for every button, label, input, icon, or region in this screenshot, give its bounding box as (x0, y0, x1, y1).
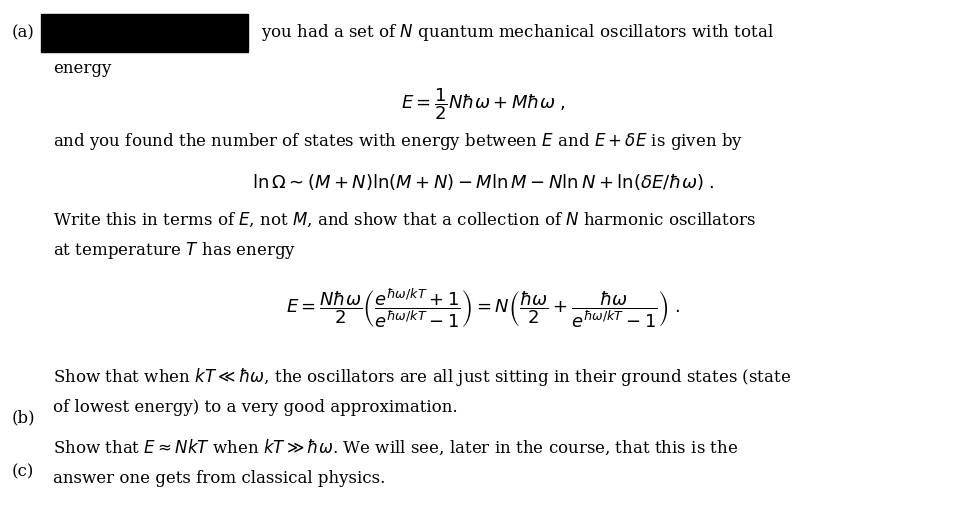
Text: answer one gets from classical physics.: answer one gets from classical physics. (53, 469, 385, 486)
Text: energy: energy (53, 60, 111, 77)
Text: $\ln\Omega \sim (M+N)\ln(M+N) - M\ln M - N\ln N + \ln(\delta E/\hbar\omega)\;.$: $\ln\Omega \sim (M+N)\ln(M+N) - M\ln M -… (252, 172, 714, 192)
Text: at temperature $T$ has energy: at temperature $T$ has energy (53, 239, 297, 261)
Text: of lowest energy) to a very good approximation.: of lowest energy) to a very good approxi… (53, 398, 458, 415)
Text: $E = \dfrac{1}{2}N\hbar\omega + M\hbar\omega\;,$: $E = \dfrac{1}{2}N\hbar\omega + M\hbar\o… (401, 86, 565, 121)
Text: Write this in terms of $E$, not $M$, and show that a collection of $N$ harmonic : Write this in terms of $E$, not $M$, and… (53, 211, 756, 229)
Text: (c): (c) (12, 462, 34, 479)
Text: and you found the number of states with energy between $E$ and $E + \delta E$ is: and you found the number of states with … (53, 131, 743, 152)
Text: Show that $E \approx NkT$ when $kT \gg \hbar\omega$. We will see, later in the c: Show that $E \approx NkT$ when $kT \gg \… (53, 437, 738, 457)
Text: (a): (a) (12, 24, 35, 41)
Text: $E = \dfrac{N\hbar\omega}{2}\left(\dfrac{e^{\hbar\omega/kT}+1}{e^{\hbar\omega/kT: $E = \dfrac{N\hbar\omega}{2}\left(\dfrac… (286, 286, 680, 330)
Text: (b): (b) (12, 408, 35, 425)
Text: you had a set of $N$ quantum mechanical oscillators with total: you had a set of $N$ quantum mechanical … (261, 22, 774, 43)
Text: Show that when $kT \ll \hbar\omega$, the oscillators are all just sitting in the: Show that when $kT \ll \hbar\omega$, the… (53, 365, 791, 387)
